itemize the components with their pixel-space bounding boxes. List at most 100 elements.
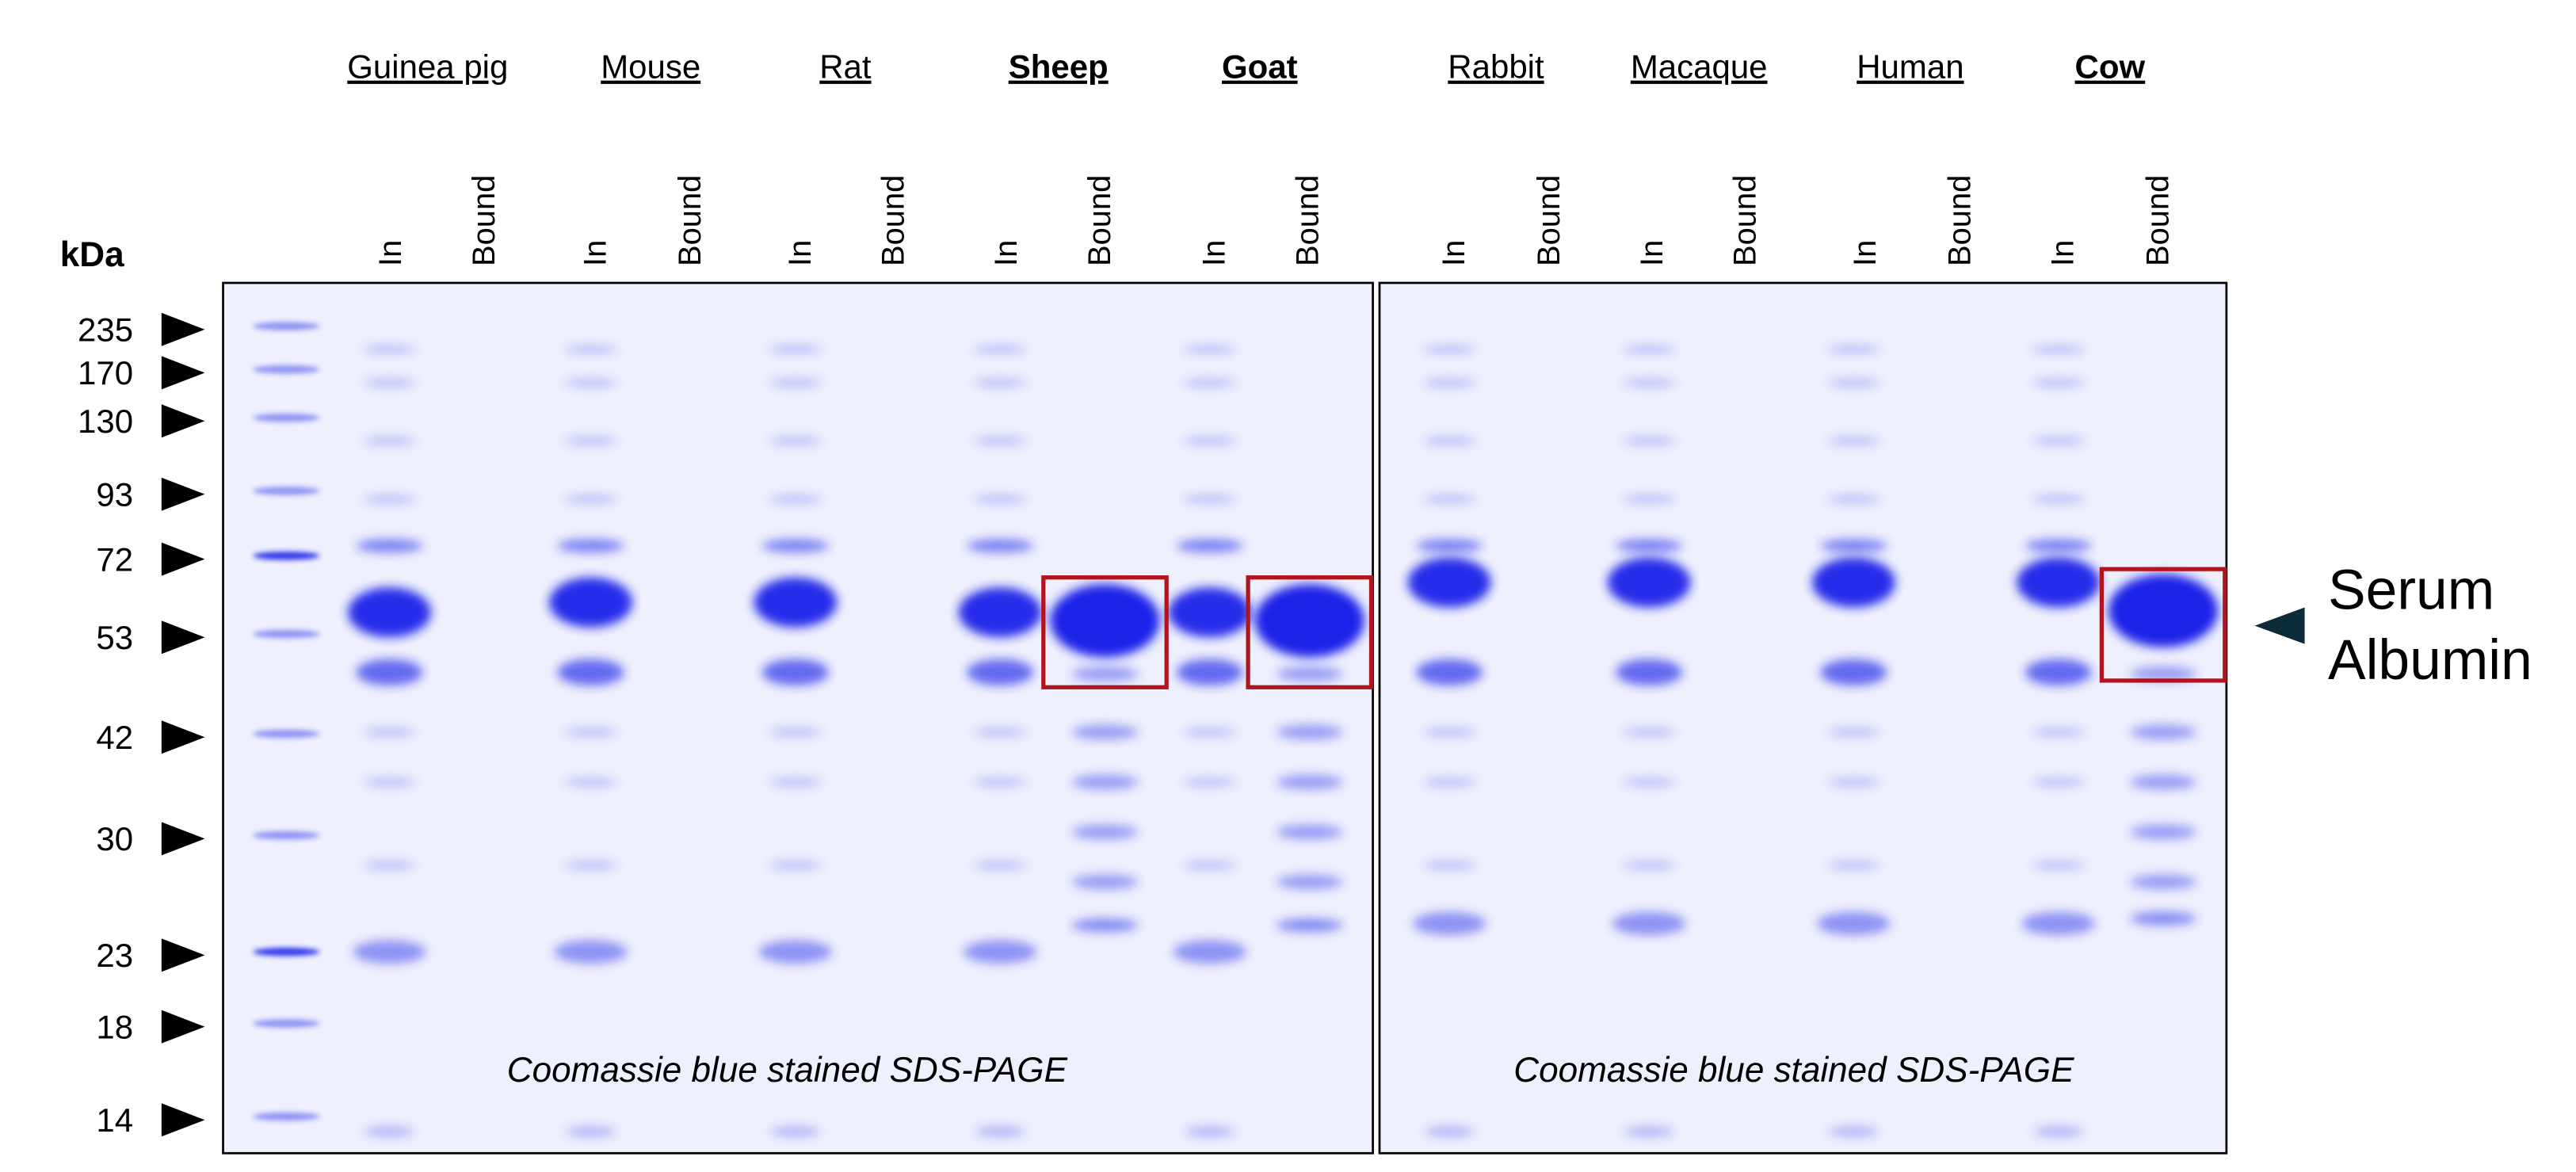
gel-band <box>362 727 417 737</box>
gel-band <box>2033 1126 2084 1137</box>
gel-band <box>2032 345 2086 354</box>
gel-band <box>1183 861 1237 870</box>
gel-band <box>754 577 838 628</box>
gel-band <box>557 659 624 686</box>
gel-band <box>1071 724 1139 740</box>
bands <box>253 322 2219 1137</box>
gel-band <box>1622 437 1676 445</box>
gel-band <box>564 494 618 504</box>
gel-band <box>564 777 618 787</box>
gel-band <box>1416 659 1483 686</box>
gel-band <box>2017 557 2101 608</box>
annotation-text: Serum <box>2328 559 2494 622</box>
gel-band <box>557 539 624 553</box>
gel-band <box>2130 724 2197 740</box>
gel-band <box>1276 774 1343 790</box>
marker-label: 42 <box>96 719 133 756</box>
marker-arrow <box>161 1103 205 1137</box>
gel-band <box>1422 378 1476 387</box>
gel-band <box>348 587 432 638</box>
gel-band <box>356 539 423 553</box>
lane-label: In <box>373 240 408 266</box>
gel-band <box>1622 378 1676 387</box>
marker-label: 235 <box>78 311 133 348</box>
gel-band <box>2130 911 2197 926</box>
gel-band <box>1416 539 1483 553</box>
gel-band <box>1276 918 1343 932</box>
gel-band <box>769 494 822 504</box>
marker-arrow <box>161 1010 205 1044</box>
gel-band <box>549 577 633 628</box>
gel-band <box>769 727 822 737</box>
gel-band <box>1071 874 1139 890</box>
gel-band <box>253 552 320 560</box>
gel-band <box>2130 774 2197 790</box>
gel-band <box>566 1126 616 1137</box>
gel-band <box>253 830 320 840</box>
marker-arrow <box>161 822 205 856</box>
caption: Coomassie blue stained SDS-PAGE <box>507 1051 1068 1090</box>
gel-band <box>758 940 833 964</box>
gel-band <box>362 378 417 387</box>
marker-arrow <box>161 542 205 576</box>
gel-band <box>1173 940 1247 964</box>
gel-band <box>1422 437 1476 445</box>
gel-left <box>223 282 1373 1154</box>
gel-band <box>958 587 1042 638</box>
lane-label: In <box>783 240 818 266</box>
gel-band <box>1071 918 1139 932</box>
gel-band <box>1071 774 1139 790</box>
gel-band <box>1826 437 1881 445</box>
gel-band <box>1826 861 1881 870</box>
gel-band <box>1276 874 1343 890</box>
gel-band <box>1422 494 1476 504</box>
gel-band <box>973 378 1027 387</box>
gel-band <box>1276 666 1343 681</box>
gel-band <box>1183 378 1237 387</box>
gel-band <box>1185 1126 1235 1137</box>
marker-arrow <box>161 938 205 972</box>
gel-band <box>1612 911 1686 936</box>
lane-label: Bound <box>1942 175 1977 266</box>
lane-label: Bound <box>1290 175 1325 266</box>
marker-label: 30 <box>96 820 133 857</box>
gel-band <box>1826 777 1881 787</box>
gel-band <box>1826 494 1881 504</box>
gel-band <box>2025 659 2092 686</box>
marker-label: 53 <box>96 619 133 656</box>
gel-band <box>1607 557 1691 608</box>
gel-band <box>964 940 1037 964</box>
gel-band <box>253 365 320 374</box>
marker-label: 18 <box>96 1008 133 1045</box>
gel-band <box>1820 659 1887 686</box>
gel-band <box>364 1126 415 1137</box>
gel-band <box>253 322 320 330</box>
gel-left-border <box>222 281 1374 1155</box>
gel-band <box>769 345 822 354</box>
gel-band <box>1168 587 1252 638</box>
gel-band <box>362 861 417 870</box>
gel-band <box>2108 574 2219 647</box>
annotation-arrow <box>2254 607 2305 644</box>
gel-band <box>1183 494 1237 504</box>
gel-band <box>564 861 618 870</box>
highlight-box <box>1041 575 1169 689</box>
highlight-box <box>1246 575 1374 689</box>
gel-band <box>1811 557 1895 608</box>
gel-band <box>564 727 618 737</box>
lane-label: Bound <box>673 175 708 266</box>
lane-label: In <box>2046 240 2081 266</box>
gel-band <box>1183 777 1237 787</box>
gel-band <box>2021 911 2095 936</box>
gel-band <box>1622 494 1676 504</box>
gel-band <box>769 378 822 387</box>
gel-band <box>2032 437 2086 445</box>
gel-band <box>1826 378 1881 387</box>
lane-label: Bound <box>1728 175 1763 266</box>
gel-band <box>967 659 1034 686</box>
gel-band <box>1820 539 1887 553</box>
units-label: kDa <box>60 235 124 274</box>
gel-band <box>770 1126 821 1137</box>
marker-arrow <box>161 620 205 655</box>
